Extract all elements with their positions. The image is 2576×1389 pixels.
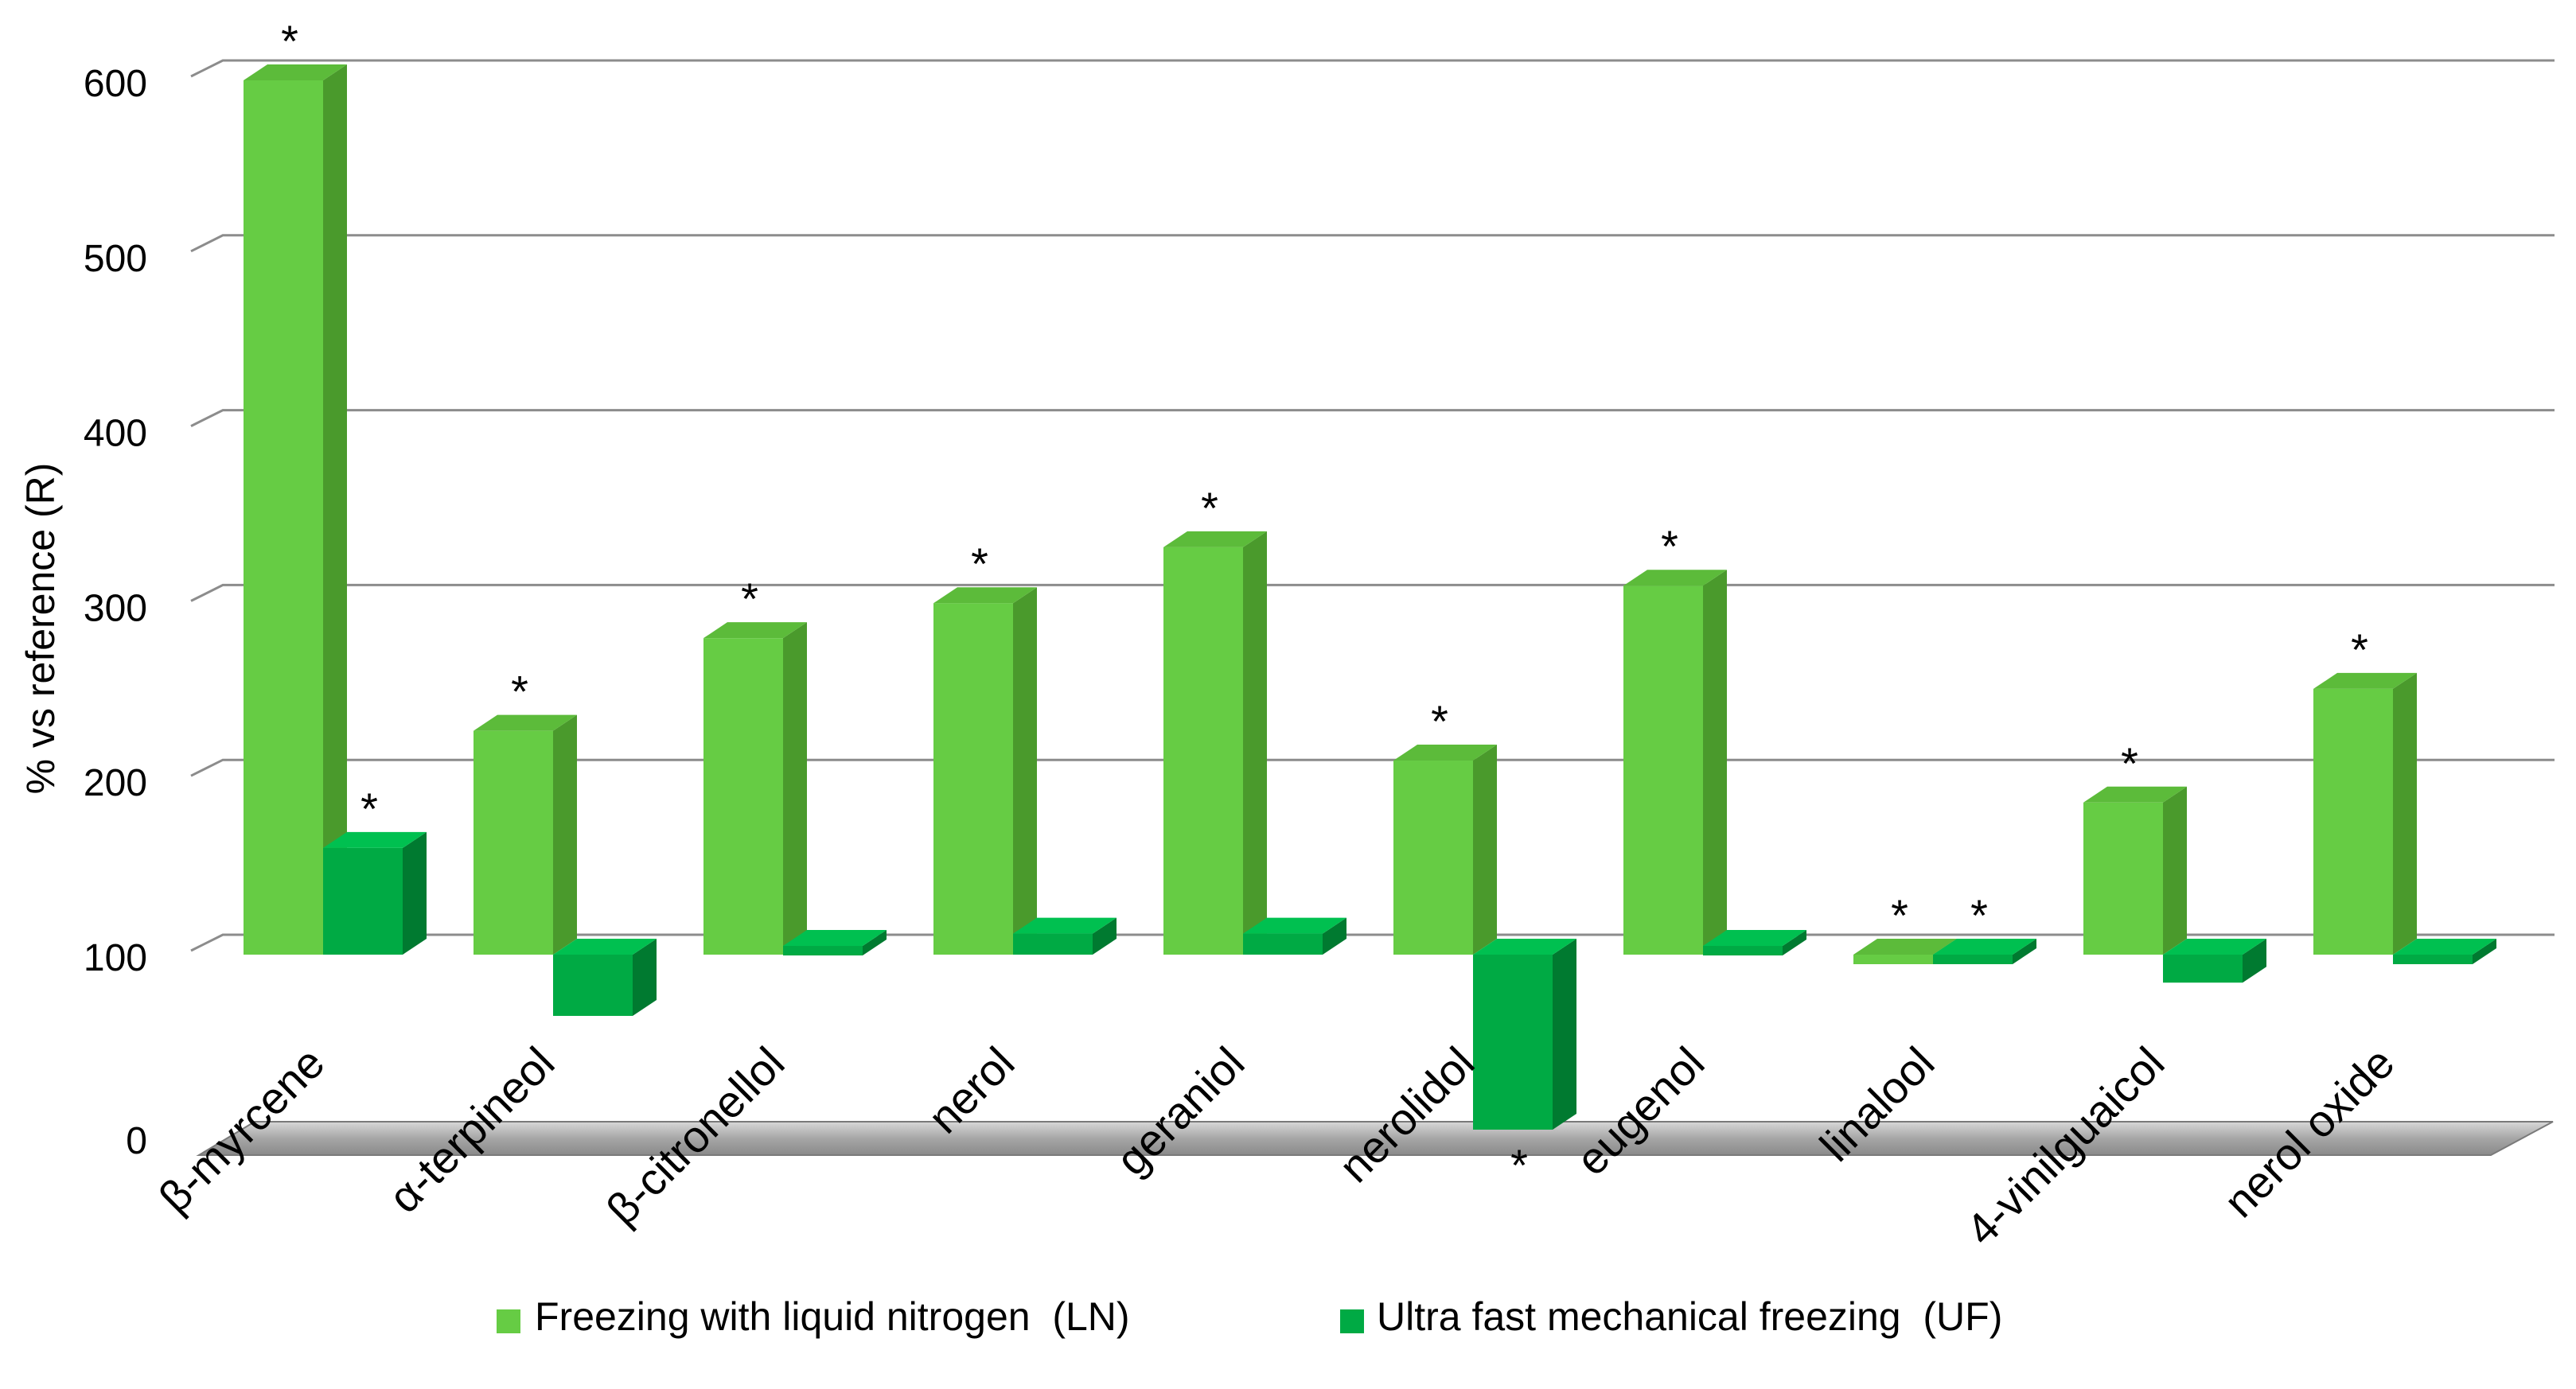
bar-ln-8 — [2083, 786, 2187, 955]
bar-uf-7 — [1933, 939, 2036, 964]
significance-star-ln-2: * — [741, 574, 758, 624]
gridline-400 — [190, 409, 2555, 427]
bar-ln-4 — [1163, 531, 1267, 955]
legend-swatch-uf — [1340, 1309, 1364, 1333]
bar-uf-1 — [553, 939, 657, 1016]
legend-item-uf: Ultra fast mechanical freezing (UF) — [1340, 1294, 2002, 1339]
significance-star-ln-0: * — [281, 16, 298, 66]
legend: Freezing with liquid nitrogen (LN) Ultra… — [497, 1294, 2002, 1339]
y-tick-label-500: 500 — [84, 238, 147, 280]
gridline-500 — [190, 234, 2555, 253]
significance-star-uf-5: * — [1510, 1140, 1528, 1190]
legend-swatch-ln — [497, 1309, 520, 1333]
y-tick-label-400: 400 — [84, 413, 147, 455]
bar-ln-3 — [933, 587, 1037, 955]
x-category-label: geraniol — [1106, 1037, 1253, 1185]
bar-ln-5 — [1393, 745, 1497, 955]
y-tick-label-100: 100 — [84, 937, 147, 979]
significance-star-ln-9: * — [2351, 624, 2368, 675]
significance-star-ln-6: * — [1661, 521, 1678, 571]
gridline-300 — [190, 583, 2555, 602]
bar-uf-3 — [1013, 917, 1117, 955]
y-tick-label-0: 0 — [126, 1120, 147, 1162]
bar-uf-5 — [1473, 939, 1576, 1130]
bar-uf-9 — [2393, 939, 2496, 964]
y-axis-label: % vs reference (R) — [18, 463, 63, 795]
x-category-label: eugenol — [1566, 1037, 1713, 1185]
significance-star-uf-7: * — [1970, 890, 1988, 940]
significance-star-ln-5: * — [1431, 696, 1448, 746]
gridline-200 — [190, 758, 2555, 777]
legend-label-ln: Freezing with liquid nitrogen (LN) — [535, 1294, 1130, 1339]
bar-ln-0 — [244, 64, 347, 955]
gridline-600 — [190, 59, 2555, 78]
legend-item-ln: Freezing with liquid nitrogen (LN) — [497, 1294, 1130, 1339]
significance-star-ln-7: * — [1891, 890, 1908, 940]
significance-star-ln-1: * — [511, 667, 528, 717]
chart-floor — [196, 1121, 2554, 1156]
plot-area: 0 100 200 300 400 500 600 % vs reference (R) *… — [18, 16, 2555, 1255]
bar-uf-8 — [2163, 939, 2266, 983]
bar-ln-6 — [1623, 570, 1727, 955]
significance-star-ln-4: * — [1201, 483, 1218, 533]
significance-markers: * * * * * * * * * * * * * — [281, 16, 2368, 1190]
bar-marks — [244, 64, 2496, 1130]
y-tick-label-300: 300 — [84, 587, 147, 629]
bar-ln-2 — [703, 622, 807, 955]
significance-star-ln-8: * — [2121, 738, 2138, 788]
significance-star-ln-3: * — [971, 539, 988, 589]
y-tick-label-600: 600 — [84, 63, 147, 105]
bar-uf-6 — [1703, 930, 1806, 956]
y-tick-label-200: 200 — [84, 762, 147, 804]
bar-uf-2 — [783, 930, 887, 956]
bar-ln-1 — [474, 714, 577, 955]
x-category-label: nerolidol — [1329, 1037, 1483, 1192]
bar-uf-4 — [1243, 917, 1346, 955]
bar-ln-9 — [2313, 672, 2417, 955]
bar-uf-0 — [323, 831, 427, 955]
y-axis-ticks: 0 100 200 300 400 500 600 — [84, 63, 147, 1162]
legend-label-uf: Ultra fast mechanical freezing (UF) — [1377, 1294, 2002, 1339]
significance-star-uf-0: * — [360, 784, 378, 834]
